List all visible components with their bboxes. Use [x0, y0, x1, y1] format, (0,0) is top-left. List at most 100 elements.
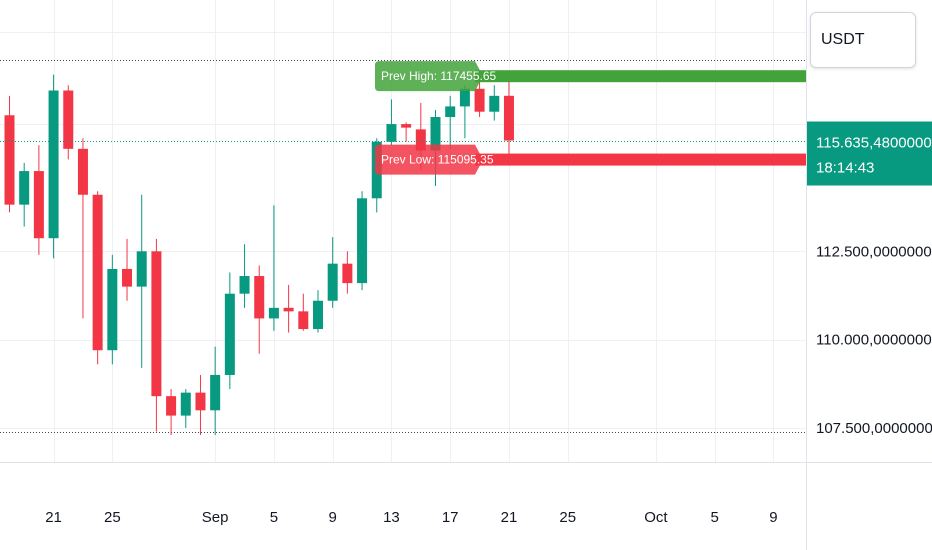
candle [239, 244, 250, 308]
candle [77, 138, 88, 319]
candle-body [224, 293, 235, 375]
x-tick-label: 5 [710, 509, 718, 526]
candle [445, 95, 456, 149]
candle-body [19, 171, 30, 205]
prev-low-indicator: Prev Low: 115095.35 [375, 144, 806, 175]
candle [48, 74, 59, 259]
candle [136, 194, 147, 368]
y-tick-label: 107.500,0000000000 [816, 420, 932, 437]
bar-countdown: 18:14:43 [816, 160, 874, 177]
candle [283, 284, 294, 333]
x-tick-label: 17 [442, 509, 459, 526]
candle [92, 191, 103, 365]
candle [151, 238, 162, 432]
candle [327, 237, 338, 308]
candle [210, 346, 221, 436]
x-tick-label: 9 [329, 509, 337, 526]
time-scale[interactable]: 21 25 Sep 5 9 13 17 21 25 Oct 5 9 [0, 462, 932, 527]
candle-body [401, 124, 412, 128]
candle-body [4, 115, 15, 205]
candle [474, 76, 485, 118]
candle-body [327, 263, 338, 301]
candle [33, 145, 44, 255]
current-price-value: 115.635,4800000000 [816, 135, 932, 152]
x-tick-label: Oct [644, 509, 668, 526]
candle-body [342, 263, 353, 284]
prev-high-label-bg [375, 61, 483, 92]
prev-low-label: Prev Low: 115095.35 [381, 153, 494, 167]
candle-body [415, 129, 426, 151]
candle-body [107, 268, 118, 351]
candle [166, 389, 177, 436]
x-tick-label: 21 [501, 509, 518, 526]
current-price-tag-bg [807, 121, 932, 186]
x-tick-label: 9 [769, 509, 777, 526]
candle-body [92, 194, 103, 351]
candle-body [254, 276, 265, 319]
candle-body [48, 90, 59, 239]
candle [386, 99, 397, 146]
candle-body [180, 392, 191, 416]
candles [4, 74, 514, 436]
candle [122, 238, 133, 301]
candle-body [445, 106, 456, 118]
candle [107, 254, 118, 365]
candle-body [239, 276, 250, 294]
candle [4, 95, 15, 213]
prev-high-indicator: Prev High: 117455.65 [375, 61, 806, 92]
x-tick-label: 25 [559, 509, 576, 526]
x-tick-label: 21 [45, 509, 62, 526]
candle-body [357, 198, 368, 284]
candle-body [33, 171, 44, 239]
candle [224, 272, 235, 390]
candle-body [166, 396, 177, 416]
x-tick-label: Sep [202, 509, 229, 526]
candle [489, 85, 500, 121]
currency-label: USDT [821, 31, 865, 48]
candle [459, 85, 470, 139]
prev-high-label: Prev High: 117455.65 [381, 69, 497, 83]
prev-low-line [475, 153, 806, 166]
candle-body [77, 148, 88, 195]
candle-body [298, 311, 309, 330]
candle-body [430, 117, 441, 151]
candle-body [312, 300, 323, 330]
x-tick-label: 5 [270, 509, 278, 526]
dotted-levels [0, 60, 806, 433]
y-tick-label: 110.000,0000000000 [816, 332, 932, 349]
candle-body [136, 251, 147, 287]
candle [312, 290, 323, 333]
candle [254, 265, 265, 354]
candle-body [503, 95, 514, 141]
x-tick-label: 13 [383, 509, 400, 526]
candle-body [122, 268, 133, 287]
current-price-tag: 115.635,4800000000 18:14:43 [807, 121, 932, 186]
candle [298, 293, 309, 331]
candle-body [63, 90, 74, 149]
candle [342, 251, 353, 294]
candle-body [283, 307, 294, 312]
candle [401, 122, 412, 142]
candle-body [268, 307, 279, 319]
x-tick-label: 25 [104, 509, 121, 526]
candle [180, 389, 191, 428]
candle [357, 191, 368, 291]
currency-selector[interactable]: USDT [810, 12, 916, 68]
y-tick-label: 112.500,0000000000 [816, 243, 932, 260]
candle [268, 205, 279, 331]
candle [195, 374, 206, 436]
candle [503, 78, 514, 160]
prev-low-label-bg [375, 144, 483, 175]
candle-body [151, 251, 162, 397]
candle-body [459, 88, 470, 107]
candle-body [210, 374, 221, 411]
prev-high-line [475, 70, 806, 83]
candle [63, 85, 74, 160]
candle [19, 162, 30, 227]
candle-body [489, 95, 500, 112]
candle-body [386, 124, 397, 142]
price-scale[interactable]: 107.500,0000000000 110.000,0000000000 112.… [806, 0, 932, 550]
candle-body [474, 88, 485, 112]
candle-body [195, 392, 206, 411]
